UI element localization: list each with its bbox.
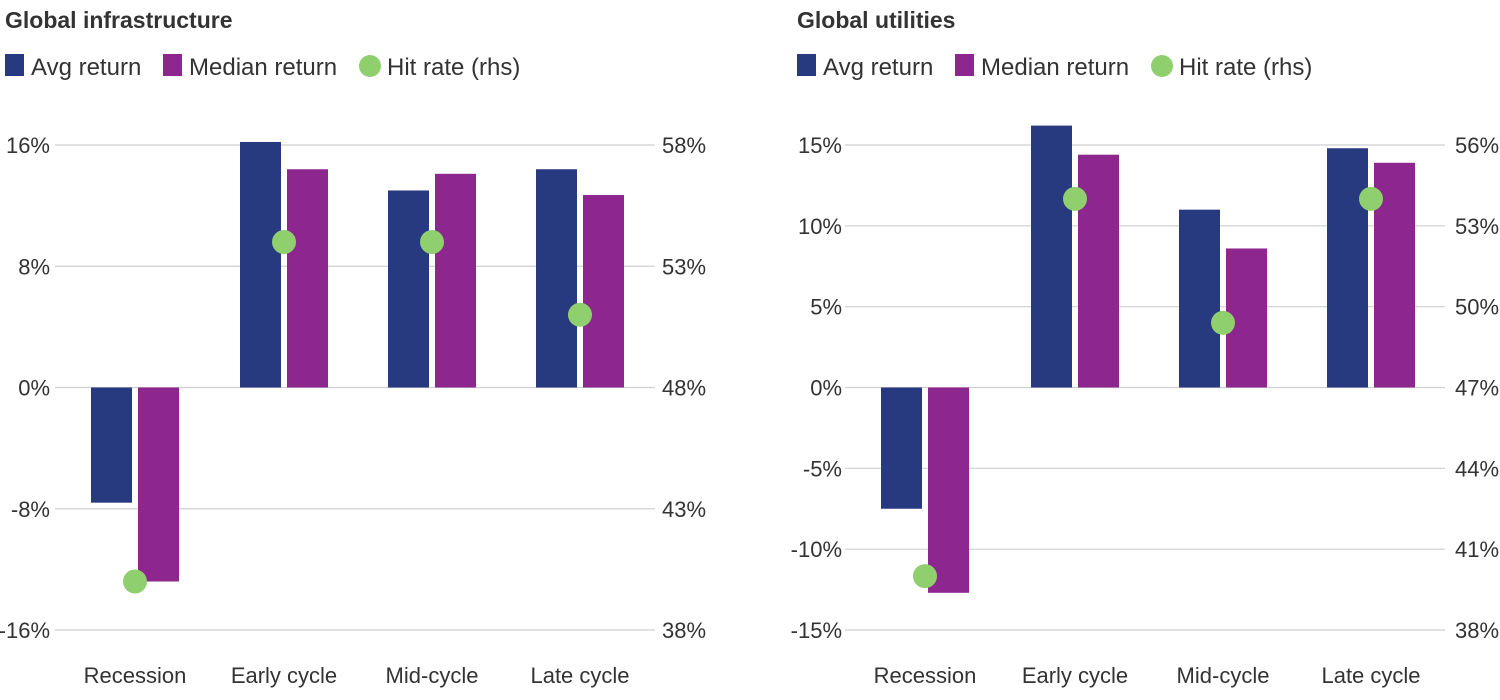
- hit-rate-point: [1211, 310, 1235, 335]
- left-axis-tick-label: 10%: [798, 214, 842, 239]
- category-label: Early cycle: [1022, 663, 1128, 688]
- right-axis-tick-label: 44%: [1455, 456, 1499, 481]
- left-axis-tick-label: 8%: [18, 254, 50, 279]
- right-axis-tick-label: 48%: [662, 376, 706, 401]
- left-axis-tick-label: -16%: [0, 618, 50, 643]
- bar-median-return: [287, 169, 328, 388]
- right-axis-tick-label: 56%: [1455, 133, 1499, 158]
- bar-avg-return: [388, 190, 429, 388]
- left-axis-tick-label: 0%: [18, 376, 50, 401]
- bar-avg-return: [240, 141, 281, 388]
- left-axis-tick-label: -5%: [803, 456, 842, 481]
- right-axis-tick-label: 50%: [1455, 295, 1499, 320]
- bar-avg-return: [1179, 209, 1220, 388]
- left-axis-tick-label: -15%: [791, 618, 842, 643]
- category-label: Mid-cycle: [386, 663, 479, 688]
- category-label: Late cycle: [530, 663, 629, 688]
- category-label: Recession: [874, 663, 977, 688]
- bar-avg-return: [881, 387, 922, 509]
- legend-label-hit-rate: Hit rate (rhs): [1179, 54, 1312, 81]
- category-label: Mid-cycle: [1177, 663, 1270, 688]
- bar-median-return: [435, 173, 476, 388]
- legend-swatch-avg: [797, 54, 816, 76]
- right-axis-tick-label: 53%: [1455, 214, 1499, 239]
- legend-label-median: Median return: [981, 54, 1129, 81]
- right-axis-tick-label: 58%: [662, 133, 706, 158]
- chart-title: Global infrastructure: [5, 7, 232, 33]
- hit-rate-point: [420, 230, 444, 254]
- hit-rate-point: [272, 230, 296, 254]
- left-axis-tick-label: 0%: [810, 376, 842, 401]
- category-label: Early cycle: [231, 663, 337, 688]
- hit-rate-point: [568, 302, 592, 327]
- hit-rate-point: [1063, 186, 1087, 211]
- hit-rate-point: [123, 569, 147, 594]
- bar-avg-return: [91, 387, 132, 503]
- legend-swatch-median: [163, 54, 182, 76]
- bar-avg-return: [536, 169, 577, 388]
- left-axis-tick-label: 15%: [798, 133, 842, 158]
- bar-median-return: [138, 387, 179, 582]
- left-axis-tick-label: -10%: [791, 537, 842, 562]
- legend-label-avg: Avg return: [31, 54, 141, 81]
- legend-label-hit-rate: Hit rate (rhs): [387, 54, 520, 81]
- right-axis-tick-label: 38%: [662, 618, 706, 643]
- legend-swatch-median: [955, 54, 974, 76]
- hit-rate-point: [1359, 186, 1383, 211]
- right-axis-tick-label: 41%: [1455, 537, 1499, 562]
- legend-swatch-hit-rate: [359, 55, 381, 77]
- category-label: Late cycle: [1321, 663, 1420, 688]
- bar-median-return: [1078, 154, 1119, 388]
- legend-label-avg: Avg return: [823, 54, 933, 81]
- legend-label-median: Median return: [189, 54, 337, 81]
- category-label: Recession: [84, 663, 187, 688]
- right-axis-tick-label: 47%: [1455, 376, 1499, 401]
- left-axis-tick-label: 16%: [6, 133, 50, 158]
- legend-swatch-hit-rate: [1151, 55, 1173, 77]
- right-axis-tick-label: 43%: [662, 497, 706, 522]
- left-axis-tick-label: 5%: [810, 295, 842, 320]
- legend-swatch-avg: [5, 54, 24, 76]
- left-axis-tick-label: -8%: [11, 497, 50, 522]
- bar-avg-return: [1031, 125, 1072, 388]
- bar-median-return: [928, 387, 969, 593]
- hit-rate-point: [913, 564, 937, 589]
- bar-median-return: [583, 195, 624, 388]
- right-axis-tick-label: 38%: [1455, 618, 1499, 643]
- right-axis-tick-label: 53%: [662, 254, 706, 279]
- bar-avg-return: [1327, 148, 1368, 388]
- chart-title: Global utilities: [797, 7, 955, 33]
